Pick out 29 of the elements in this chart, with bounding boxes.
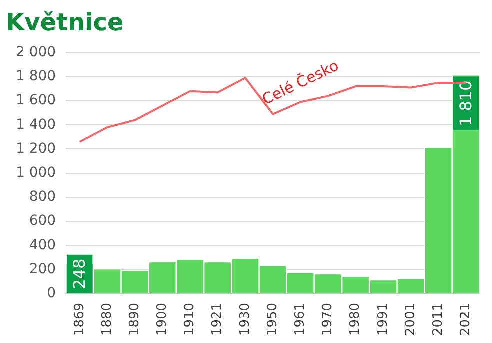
x-tick-label: 2001	[403, 302, 418, 336]
y-tick-label: 1 600	[16, 92, 56, 109]
x-tick-label: 1890	[127, 302, 142, 336]
x-tick-label: 1869	[72, 302, 88, 336]
y-tick-label: 1 000	[16, 165, 56, 181]
y-tick-label: 1 200	[16, 140, 56, 157]
x-tick-label: 1880	[100, 302, 115, 336]
chart-title: Květnice	[6, 8, 124, 37]
y-tick-label: 200	[29, 261, 56, 278]
y-tick-label: 0	[47, 286, 56, 302]
y-tick-label: 1 400	[16, 116, 56, 133]
x-tick-label: 1961	[293, 302, 308, 336]
x-tick-label: 1921	[210, 302, 226, 336]
y-tick-label: 600	[29, 213, 56, 230]
x-tick-label: 1970	[320, 302, 336, 336]
y-tick-label: 400	[29, 237, 56, 254]
x-tick-label: 2011	[430, 302, 446, 336]
x-tick-label: 1930	[238, 302, 253, 336]
y-tick-label: 1 800	[16, 68, 56, 85]
y-tick-label: 2 000	[16, 44, 56, 60]
text: Celé Česko	[259, 56, 342, 109]
y-tick-label: 800	[29, 189, 56, 206]
x-tick-label: 2021	[458, 302, 474, 336]
x-tick-label: 1991	[376, 302, 391, 336]
x-tick-label: 1900	[155, 302, 170, 336]
x-tick-label: 1980	[348, 302, 364, 336]
data-label: 248	[70, 258, 90, 290]
x-tick-label: 1910	[182, 302, 198, 336]
x-tick-label: 1950	[265, 302, 280, 336]
